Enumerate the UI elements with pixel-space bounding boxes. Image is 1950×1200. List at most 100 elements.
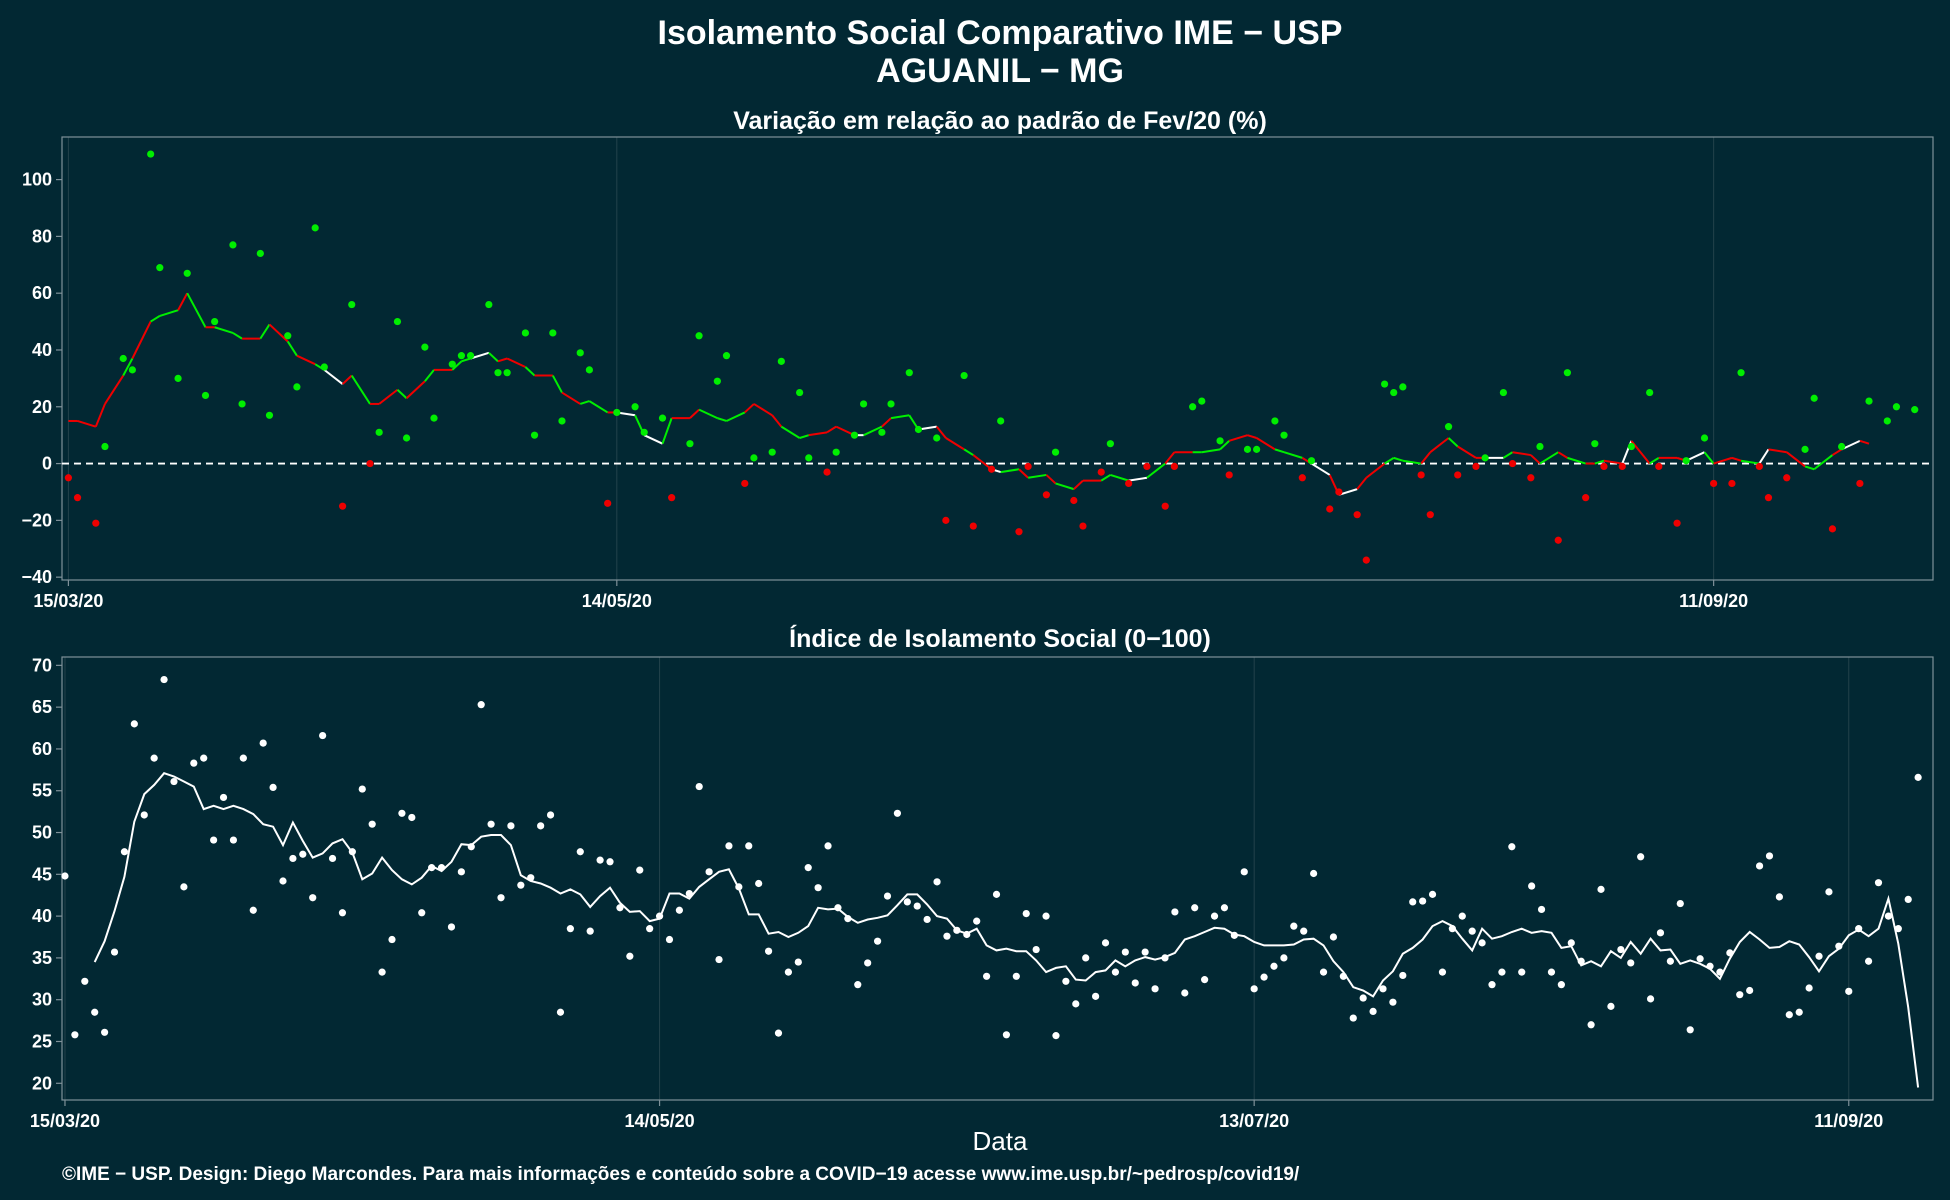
isolation-index-point xyxy=(715,955,723,964)
variation-line-segment xyxy=(1045,474,1057,485)
variation-point xyxy=(1728,479,1736,488)
isolation-index-point xyxy=(319,731,327,740)
isolation-index-point xyxy=(735,883,743,891)
variation-point xyxy=(1682,457,1690,465)
isolation-index-point xyxy=(1419,897,1427,905)
variation-line-segment xyxy=(524,366,536,377)
variation-point xyxy=(284,332,292,340)
isolation-index-point xyxy=(725,842,733,850)
isolation-index-point xyxy=(437,864,446,872)
panel2-y-tick-label: 35 xyxy=(32,948,52,968)
variation-point xyxy=(1710,479,1718,488)
variation-point xyxy=(1198,397,1206,405)
isolation-index-point xyxy=(636,866,644,874)
variation-point xyxy=(339,502,347,510)
variation-line-segment xyxy=(232,332,243,340)
variation-point xyxy=(1189,403,1197,411)
variation-point xyxy=(933,434,941,442)
variation-line-segment xyxy=(131,321,152,359)
isolation-index-point xyxy=(1468,927,1476,935)
isolation-index-point xyxy=(1379,985,1387,993)
isolation-index-point xyxy=(943,932,951,940)
isolation-index-point xyxy=(695,782,703,791)
variation-line-segment xyxy=(1100,474,1111,482)
variation-point xyxy=(777,357,785,365)
isolation-index-point xyxy=(1220,904,1229,912)
variation-line-segment xyxy=(1164,451,1176,465)
variation-point xyxy=(1024,462,1032,471)
isolation-index-point xyxy=(428,864,436,872)
variation-point xyxy=(1243,445,1252,453)
variation-line-segment xyxy=(972,454,993,471)
isolation-index-point xyxy=(1805,984,1813,992)
variation-point xyxy=(375,428,383,436)
variation-point xyxy=(585,366,593,374)
variation-line-segment xyxy=(808,431,828,437)
isolation-index-point xyxy=(130,720,138,728)
isolation-index-point xyxy=(1646,995,1655,1003)
variation-line-segment xyxy=(1447,437,1459,448)
variation-line-segment xyxy=(1420,451,1432,465)
variation-line-segment xyxy=(497,357,508,363)
variation-point xyxy=(1499,388,1508,397)
variation-line-segment xyxy=(1731,456,1742,462)
variation-line-segment xyxy=(350,374,371,405)
isolation-index-point xyxy=(1141,948,1149,956)
isolation-index-point xyxy=(61,872,69,880)
variation-point xyxy=(1837,442,1846,451)
panel2-y-tick-label: 25 xyxy=(32,1031,52,1051)
variation-point xyxy=(521,329,530,337)
variation-point xyxy=(859,400,868,408)
variation-point xyxy=(211,317,219,326)
isolation-index-point xyxy=(527,874,535,882)
variation-point xyxy=(1783,474,1791,482)
variation-line-segment xyxy=(1274,448,1285,454)
variation-point xyxy=(768,448,776,456)
variation-point xyxy=(229,241,237,249)
isolation-index-point xyxy=(1716,968,1724,976)
variation-point xyxy=(320,363,328,371)
variation-line-segment xyxy=(1000,468,1020,474)
variation-point xyxy=(1307,457,1316,465)
isolation-index-point xyxy=(388,935,396,944)
isolation-index-point xyxy=(1746,986,1754,995)
isolation-index-point xyxy=(1448,925,1456,933)
isolation-index-point xyxy=(517,881,525,889)
variation-point xyxy=(119,354,127,363)
isolation-index-point xyxy=(992,890,1001,898)
panel1-y-tick-label: −20 xyxy=(21,510,52,530)
isolation-index-point xyxy=(893,809,902,817)
variation-point xyxy=(348,300,356,309)
variation-line-segment xyxy=(1219,440,1230,451)
variation-line-segment xyxy=(1310,462,1331,476)
panel2-y-tick-label: 65 xyxy=(32,697,52,717)
panel1-y-tick-label: −40 xyxy=(21,567,52,587)
panel1-title: Variação em relação ao padrão de Fev/20 … xyxy=(733,107,1267,135)
variation-point xyxy=(256,249,264,258)
variation-line-segment xyxy=(150,315,161,323)
isolation-index-point xyxy=(1082,954,1090,962)
isolation-index-point xyxy=(1835,942,1843,950)
isolation-index-point xyxy=(140,811,148,819)
variation-line-segment xyxy=(1649,457,1660,465)
variation-point xyxy=(1481,454,1489,462)
variation-point xyxy=(1298,474,1306,482)
variation-point xyxy=(960,371,968,380)
isolation-index-point xyxy=(1855,925,1863,933)
isolation-index-point xyxy=(1597,885,1605,893)
variation-point xyxy=(722,352,731,360)
isolation-index-point xyxy=(646,925,654,933)
variation-point xyxy=(613,408,621,417)
isolation-index-point xyxy=(1131,979,1139,987)
variation-point xyxy=(850,431,859,439)
isolation-index-point xyxy=(655,912,664,920)
variation-point xyxy=(311,224,319,232)
variation-line-segment xyxy=(1512,451,1531,457)
isolation-index-point xyxy=(1002,1031,1011,1039)
isolation-index-point xyxy=(675,906,683,914)
variation-point xyxy=(1362,556,1370,564)
variation-line-segment xyxy=(104,374,125,405)
variation-line-segment xyxy=(717,417,727,422)
isolation-index-point xyxy=(923,915,931,924)
